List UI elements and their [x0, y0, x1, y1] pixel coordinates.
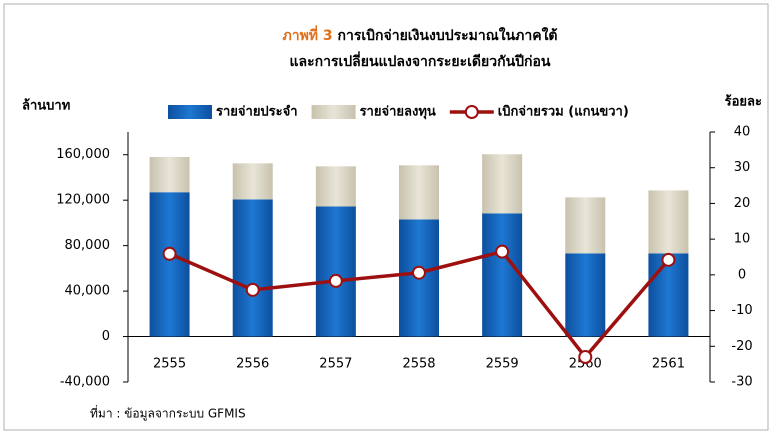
line-marker [245, 282, 260, 297]
title-main: การเบิกจ่ายเงินงบประมาณในภาคใต้ [338, 26, 558, 44]
x-tick-label: 2559 [486, 357, 519, 372]
bar-segment [149, 157, 190, 193]
bar-segment [482, 213, 523, 337]
y-tick-label: 40,000 [65, 284, 111, 299]
legend-label: รายจ่ายประจำ [216, 104, 298, 120]
legend-label: รายจ่ายลงทุน [360, 105, 436, 120]
y2-tick-label: 20 [734, 196, 751, 211]
y2-tick-label: 40 [734, 125, 751, 140]
bar-segment [648, 190, 689, 254]
frame [3, 3, 769, 431]
bar-segment [482, 154, 523, 214]
legend-swatch [311, 105, 356, 119]
bar-segment [565, 253, 606, 337]
legend-label: เบิกจ่ายรวม (แกนขวา) [498, 105, 629, 120]
line-marker [495, 244, 510, 259]
line-marker [578, 350, 593, 364]
y2-tick-label: -30 [731, 375, 752, 390]
bar-segment [232, 199, 273, 337]
bar-segment [565, 197, 606, 254]
x-tick-label: 2557 [319, 357, 352, 372]
title-prefix: ภาพที่ 3 [282, 25, 332, 44]
x-tick-label: 2555 [153, 357, 186, 372]
line-marker [162, 246, 177, 261]
bar-segment [232, 163, 273, 200]
bar-segment [399, 165, 439, 220]
y2-tick-label: 30 [734, 160, 751, 175]
line-marker [661, 252, 676, 267]
x-tick-label: 2556 [236, 357, 269, 372]
x-tick-label: 2558 [402, 357, 435, 372]
y2-axis-label: ร้อยละ [725, 94, 762, 110]
y2-tick-label: 0 [738, 267, 746, 282]
bar-segment [149, 192, 190, 337]
y2-tick-label: -20 [731, 339, 752, 354]
bar-segment [648, 253, 689, 337]
line-marker [328, 273, 343, 288]
x-tick-label: 2561 [652, 357, 685, 372]
legend-swatch [168, 105, 212, 119]
chart-title: ภาพที่ 3 การเบิกจ่ายเงินงบประมาณในภาคใต้ [282, 25, 557, 44]
y-tick-label: 120,000 [56, 193, 110, 208]
y-tick-label: -40,000 [60, 375, 110, 390]
y2-tick-label: -10 [731, 303, 752, 318]
source: ที่มา : ข้อมูลจากระบบ GFMIS [90, 405, 246, 422]
y-tick-label: 80,000 [65, 238, 111, 253]
y2-tick-label: 10 [734, 232, 751, 247]
line-marker [412, 265, 426, 280]
legend-marker [464, 105, 479, 119]
y-axis-label: ล้านบาท [22, 98, 70, 114]
y-tick-label: 160,000 [56, 147, 110, 162]
chart-subtitle: และการเปลี่ยนแปลงจากระยะเดียวกันปีก่อน [290, 51, 551, 70]
bar-segment [315, 166, 356, 207]
y-tick-label: 0 [102, 329, 110, 344]
bar-segment [315, 206, 356, 337]
